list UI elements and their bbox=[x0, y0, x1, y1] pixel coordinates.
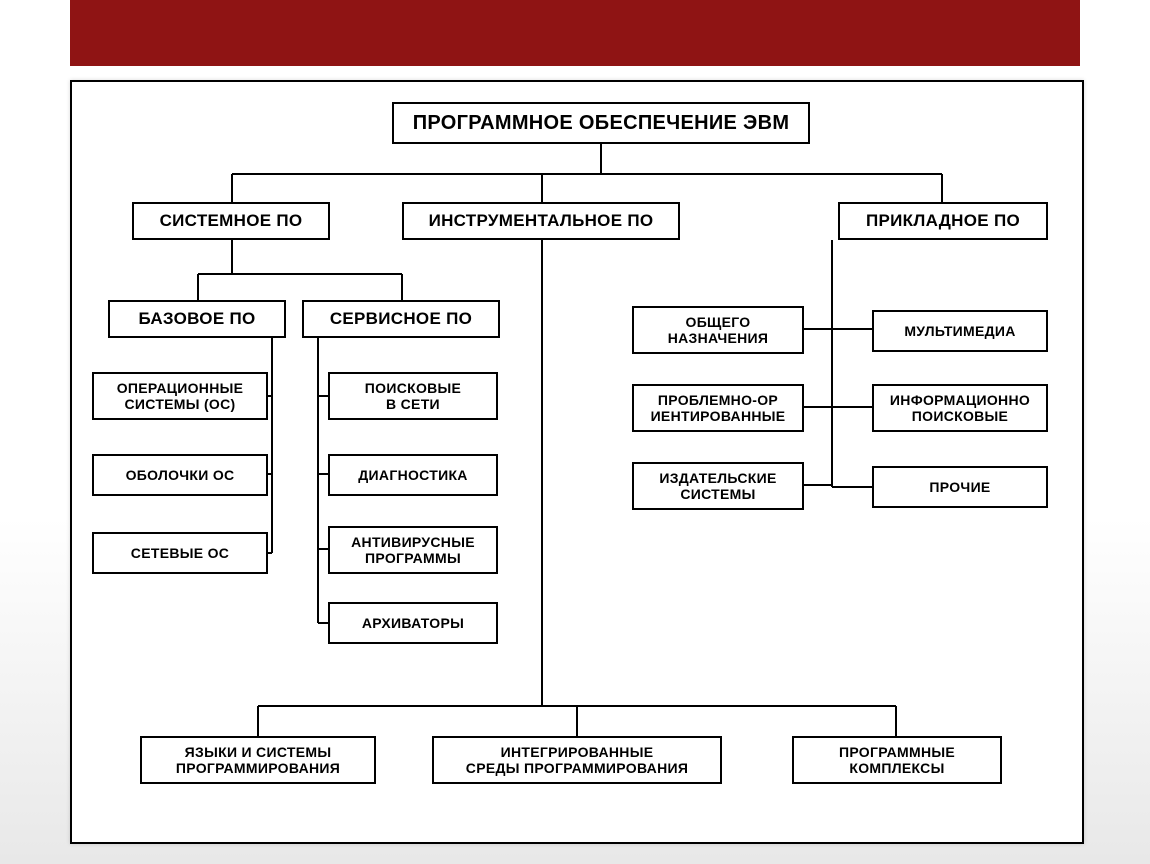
node-gen: ОБЩЕГО НАЗНАЧЕНИЯ bbox=[632, 306, 804, 354]
node-other: ПРОЧИЕ bbox=[872, 466, 1048, 508]
node-ide: ИНТЕГРИРОВАННЫЕ СРЕДЫ ПРОГРАММИРОВАНИЯ bbox=[432, 736, 722, 784]
diagram-canvas: ПРОГРАММНОЕ ОБЕСПЕЧЕНИЕ ЭВМ СИСТЕМНОЕ ПО И… bbox=[72, 82, 1082, 842]
node-instr: ИНСТРУМЕНТАЛЬНОЕ ПО bbox=[402, 202, 680, 240]
node-prob: ПРОБЛЕМНО-ОР ИЕНТИРОВАННЫЕ bbox=[632, 384, 804, 432]
diagram-frame: ПРОГРАММНОЕ ОБЕСПЕЧЕНИЕ ЭВМ СИСТЕМНОЕ ПО И… bbox=[70, 80, 1084, 844]
node-app: ПРИКЛАДНОЕ ПО bbox=[838, 202, 1048, 240]
slide: ПРОГРАММНОЕ ОБЕСПЕЧЕНИЕ ЭВМ СИСТЕМНОЕ ПО И… bbox=[0, 0, 1150, 864]
node-compl: ПРОГРАММНЫЕ КОМПЛЕКСЫ bbox=[792, 736, 1002, 784]
node-root: ПРОГРАММНОЕ ОБЕСПЕЧЕНИЕ ЭВМ bbox=[392, 102, 810, 144]
node-shell: ОБОЛОЧКИ ОС bbox=[92, 454, 268, 496]
node-info: ИНФОРМАЦИОННО ПОИСКОВЫЕ bbox=[872, 384, 1048, 432]
node-diag: ДИАГНОСТИКА bbox=[328, 454, 498, 496]
node-search: ПОИСКОВЫЕ В СЕТИ bbox=[328, 372, 498, 420]
node-pub: ИЗДАТЕЛЬСКИЕ СИСТЕМЫ bbox=[632, 462, 804, 510]
node-os: ОПЕРАЦИОННЫЕ СИСТЕМЫ (ОС) bbox=[92, 372, 268, 420]
node-lang: ЯЗЫКИ И СИСТЕМЫ ПРОГРАММИРОВАНИЯ bbox=[140, 736, 376, 784]
node-av: АНТИВИРУСНЫЕ ПРОГРАММЫ bbox=[328, 526, 498, 574]
node-sys: СИСТЕМНОЕ ПО bbox=[132, 202, 330, 240]
node-arch: АРХИВАТОРЫ bbox=[328, 602, 498, 644]
node-mm: МУЛЬТИМЕДИА bbox=[872, 310, 1048, 352]
node-base: БАЗОВОЕ ПО bbox=[108, 300, 286, 338]
node-netos: СЕТЕВЫЕ ОС bbox=[92, 532, 268, 574]
title-band bbox=[70, 0, 1080, 66]
node-serv: СЕРВИСНОЕ ПО bbox=[302, 300, 500, 338]
